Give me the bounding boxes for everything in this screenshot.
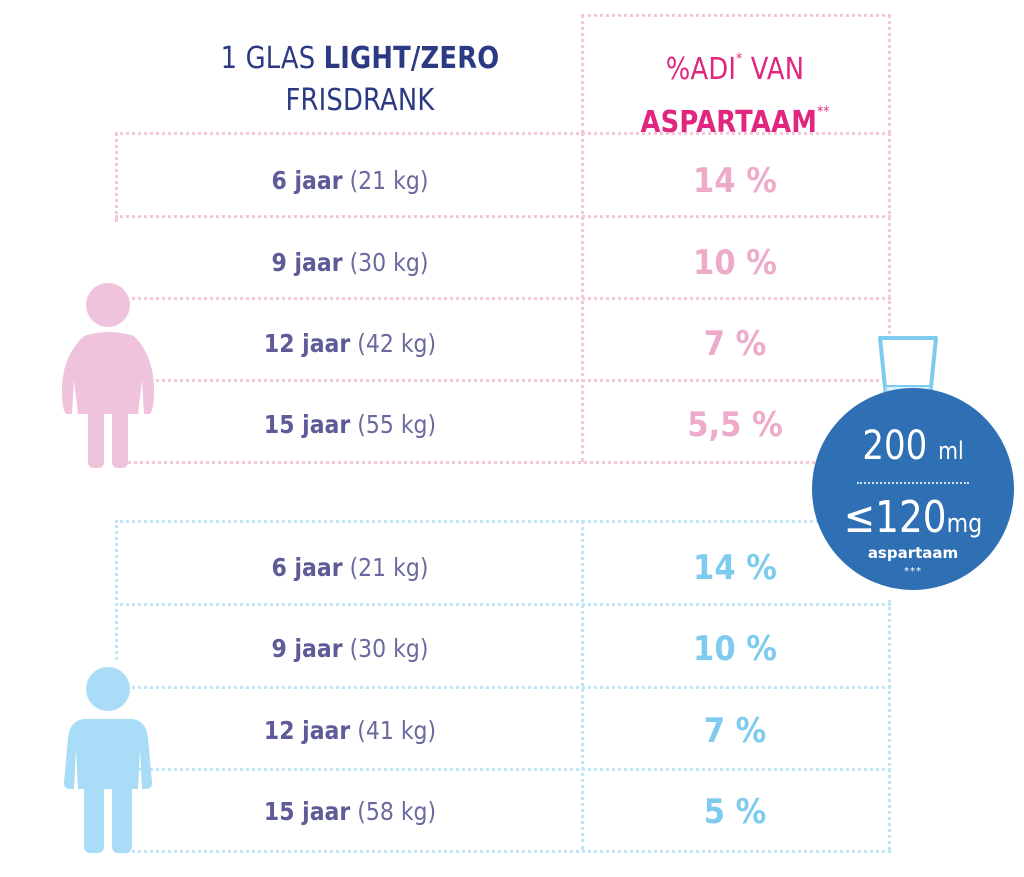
boy-row-age-1: 6 jaar (21 kg) [271, 553, 429, 582]
girl-row-age-3: 12 jaar (42 kg) [263, 329, 437, 358]
girl-row-age-1: 6 jaar (21 kg) [271, 166, 429, 195]
girl-row-age-2: 9 jaar (30 kg) [271, 248, 429, 277]
boy-row-age-4: 15 jaar (58 kg) [263, 797, 437, 826]
header-top-border [581, 14, 891, 17]
badge-footnote: *** [904, 566, 922, 577]
header-divider-left [581, 14, 584, 134]
girl-icon [62, 283, 154, 468]
boy-row-pct-3: 7 % [703, 711, 767, 751]
boy-row-pct-4: 5 % [703, 792, 767, 832]
header-divider-right [888, 14, 891, 134]
badge-label: aspartaam [867, 544, 959, 562]
column-header-adi: %ADI* VAN ASPARTAAM** [640, 51, 830, 140]
column-header-drink: 1 GLAS LIGHT/ZERO FRISDRANK [220, 41, 500, 118]
badge-volume: 200 ml [862, 423, 964, 469]
boy-row-pct-1: 14 % [693, 548, 777, 588]
volume-badge: 200 ml ≤120mg aspartaam *** [812, 388, 1014, 590]
badge-divider [857, 482, 969, 484]
boy-row-age-3: 12 jaar (41 kg) [263, 716, 437, 745]
boy-row-pct-2: 10 % [693, 629, 777, 669]
boy-row-age-2: 9 jaar (30 kg) [271, 634, 429, 663]
girl-row-age-4: 15 jaar (55 kg) [263, 410, 437, 439]
girl-row-pct-3: 7 % [703, 324, 767, 364]
girl-row-pct-1: 14 % [693, 161, 777, 201]
badge-amount: ≤120mg [843, 492, 983, 543]
girl-row-pct-4: 5,5 % [687, 405, 783, 445]
boy-icon [64, 667, 152, 853]
girl-row-pct-2: 10 % [693, 243, 777, 283]
